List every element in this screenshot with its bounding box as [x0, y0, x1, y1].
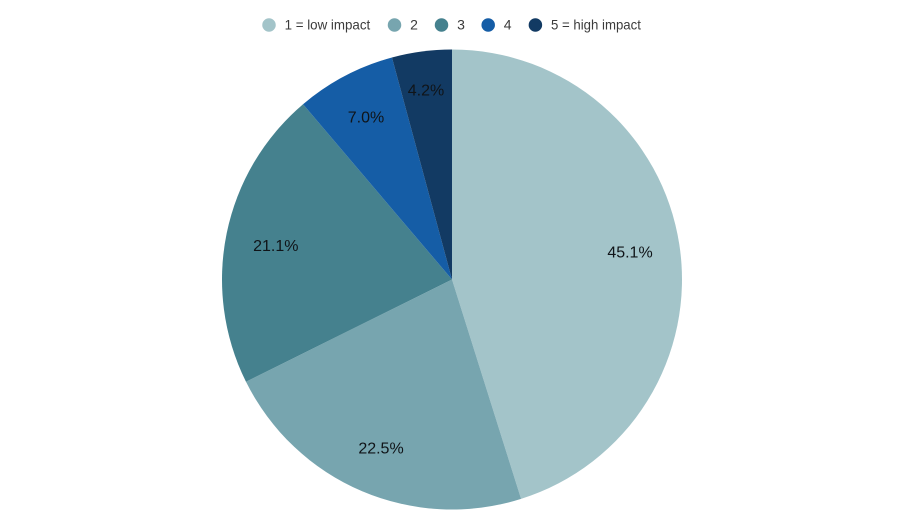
- svg-text:4.2%: 4.2%: [408, 83, 444, 100]
- svg-text:45.1%: 45.1%: [607, 245, 652, 262]
- svg-text:4: 4: [504, 17, 512, 33]
- svg-text:7.0%: 7.0%: [348, 109, 384, 126]
- svg-text:21.1%: 21.1%: [253, 238, 298, 255]
- svg-text:2: 2: [410, 17, 418, 33]
- svg-text:5 = high impact: 5 = high impact: [551, 17, 641, 33]
- svg-text:1 = low impact: 1 = low impact: [285, 17, 371, 33]
- svg-text:3: 3: [457, 17, 465, 33]
- svg-text:22.5%: 22.5%: [358, 441, 403, 458]
